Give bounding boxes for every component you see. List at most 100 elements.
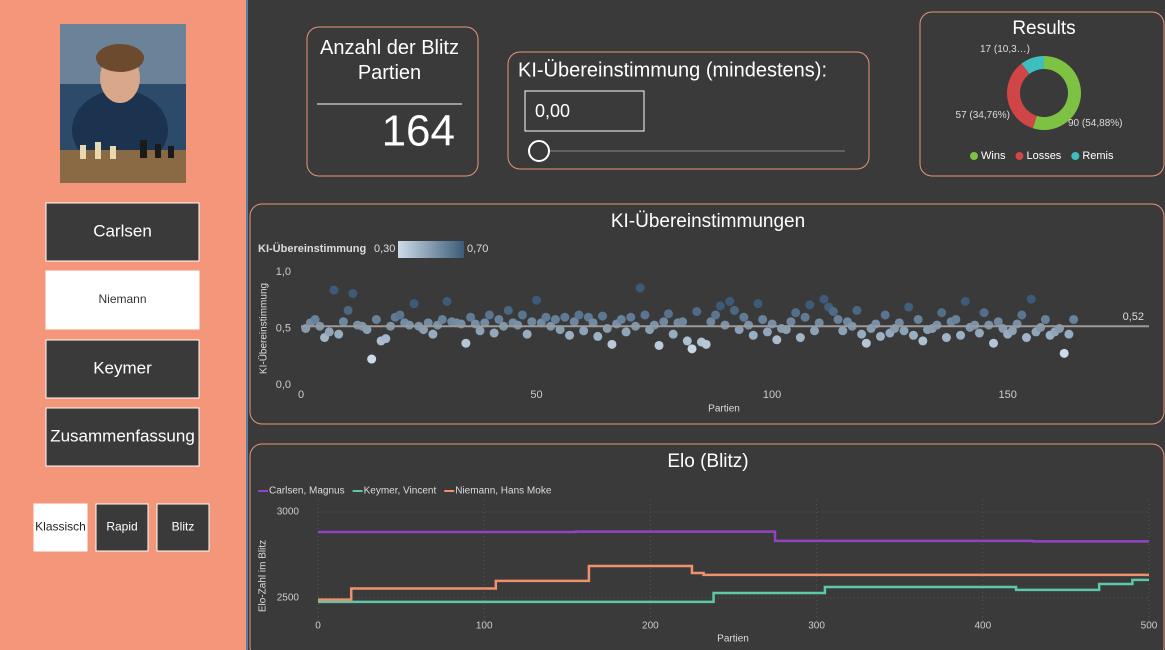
scatter-point	[762, 327, 772, 337]
scatter-point	[861, 338, 871, 348]
scatter-point	[484, 310, 494, 320]
nav-button-label: Niemann	[98, 292, 146, 306]
donut-label: 17 (10,3…)	[979, 44, 1030, 55]
slicer-input[interactable]	[524, 90, 645, 132]
scatter-point	[334, 329, 344, 339]
scatter-point	[635, 283, 645, 293]
scatter-point	[828, 307, 838, 317]
legend-label: Remis	[1082, 150, 1114, 162]
scatter-point	[913, 314, 923, 324]
y-tick-label: 0,5	[276, 322, 291, 334]
x-axis-label: Partien	[717, 634, 749, 645]
scatter-point	[725, 296, 735, 306]
donut-slice	[1007, 63, 1037, 129]
y-tick-label: 1,0	[276, 266, 291, 278]
scatter-point	[1059, 348, 1069, 358]
x-tick-label: 300	[808, 621, 825, 632]
nav-button[interactable]	[45, 270, 200, 330]
scatter-point	[527, 317, 537, 327]
scatter-point	[461, 338, 471, 348]
scatter-point	[880, 310, 890, 320]
scatter-point	[550, 314, 560, 324]
scatter-point	[1069, 314, 1079, 324]
card-value: 164	[382, 107, 455, 156]
x-axis-label: Partien	[708, 404, 740, 415]
count-card	[306, 26, 479, 177]
scatter-point	[781, 325, 791, 335]
legend-label: Losses	[1026, 150, 1061, 162]
scatter-point	[324, 327, 334, 337]
scatter-point	[805, 300, 815, 310]
scatter-point	[810, 326, 820, 336]
scatter-point	[734, 325, 744, 335]
scatter-point	[513, 320, 523, 330]
scatter-point	[748, 330, 758, 340]
nav-button-label: Zusammenfassung	[50, 426, 195, 445]
scatter-point	[744, 320, 754, 330]
scatter-point	[362, 325, 372, 335]
scatter-point	[371, 314, 381, 324]
scatter-point	[956, 330, 966, 340]
scatter-point	[1036, 322, 1046, 332]
scatter-point	[569, 317, 579, 327]
line-panel	[249, 443, 1165, 650]
reference-label: 0,52	[1123, 311, 1144, 323]
y-axis-label: KI-Übereinstimmung	[258, 283, 270, 374]
scatter-point	[791, 308, 801, 318]
slider-handle[interactable]	[528, 140, 550, 162]
slicer-card	[507, 51, 870, 170]
scatter-point	[649, 320, 659, 330]
scatter-point	[706, 317, 716, 327]
scatter-point	[838, 326, 848, 336]
mode-button[interactable]	[33, 503, 88, 552]
scatter-point	[621, 327, 631, 337]
scatter-point	[494, 314, 504, 324]
legend-gradient	[398, 241, 464, 258]
x-tick-label: 50	[530, 389, 542, 401]
nav-button[interactable]	[45, 202, 200, 262]
legend-min: 0,30	[374, 243, 395, 255]
donut-label: 57 (34,76%)	[955, 110, 1010, 121]
scatter-point	[475, 326, 485, 336]
scatter-point	[437, 314, 447, 324]
scatter-point	[480, 318, 490, 328]
scatter-point	[659, 317, 669, 327]
scatter-point	[418, 325, 428, 335]
nav-button[interactable]	[45, 339, 200, 399]
scatter-point	[739, 312, 749, 322]
slicer-input-text: 0,00	[535, 101, 570, 121]
mode-button[interactable]	[95, 503, 149, 552]
scatter-point	[894, 318, 904, 328]
scatter-point	[588, 318, 598, 328]
scatter-point	[795, 333, 805, 343]
card-title: Anzahl der Blitz Partien	[320, 37, 459, 84]
scatter-point	[984, 320, 994, 330]
donut-label: 90 (54,88%)	[1068, 118, 1123, 129]
y-tick-label: 3000	[277, 507, 300, 518]
scatter-point	[338, 317, 348, 327]
scatter-point	[517, 310, 527, 320]
nav-button[interactable]	[45, 407, 200, 467]
scatter-point	[404, 320, 414, 330]
legend-max: 0,70	[467, 243, 488, 255]
scatter-point	[395, 310, 405, 320]
scatter-point	[423, 318, 433, 328]
scatter-point	[598, 311, 608, 321]
legend-title: KI-Übereinstimmung	[258, 242, 366, 255]
scatter-point	[1064, 329, 1074, 339]
scatter-point	[310, 314, 320, 324]
scatter-point	[654, 340, 664, 350]
scatter-point	[951, 314, 961, 324]
legend-marker	[970, 152, 978, 160]
mode-button[interactable]	[156, 503, 210, 552]
mode-button-label: Blitz	[172, 520, 195, 534]
chart-title: Results	[1012, 18, 1075, 39]
scatter-point	[1017, 310, 1027, 320]
mode-button-label: Klassisch	[35, 520, 86, 534]
scatter-point	[668, 329, 678, 339]
scatter-point	[875, 331, 885, 341]
y-axis-label: Elo-Zahl im Blitz	[258, 540, 269, 612]
scatter-point	[348, 288, 358, 298]
